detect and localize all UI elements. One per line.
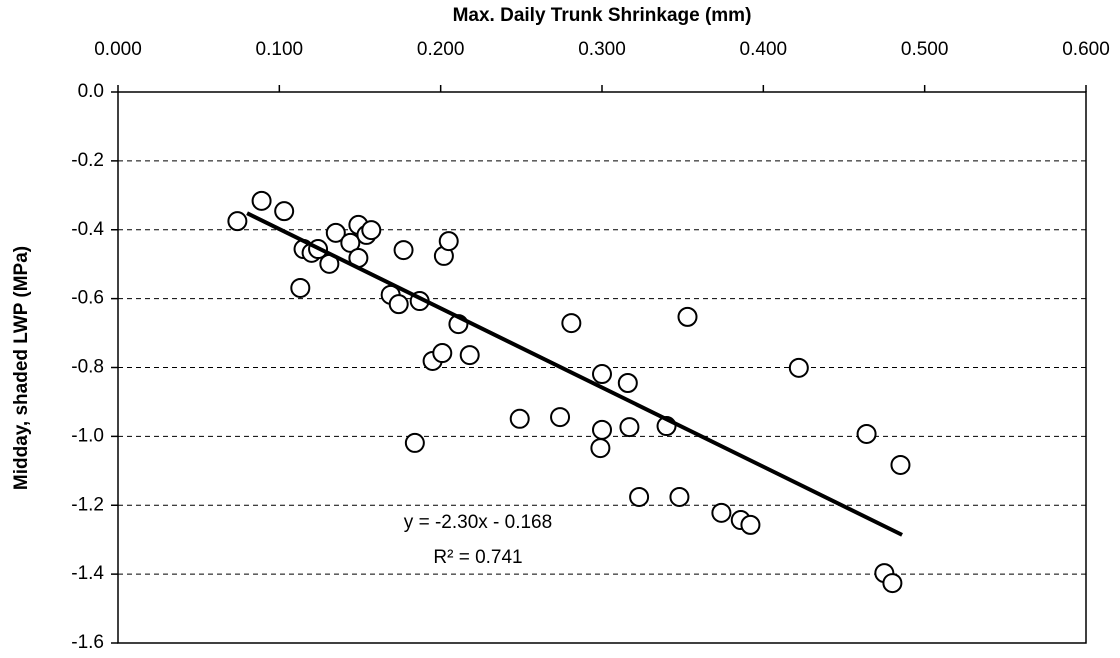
point: [509, 408, 530, 429]
trend-line: [246, 211, 903, 537]
point: [361, 220, 382, 241]
point: [251, 190, 272, 211]
point: [617, 372, 638, 393]
y-axis-title: Midday, shaded LWP (MPa): [11, 246, 32, 490]
point: [590, 438, 611, 459]
x-axis-title: Max. Daily Trunk Shrinkage (mm): [453, 5, 752, 26]
point: [290, 277, 311, 298]
point: [592, 419, 612, 440]
equation: y = -2.30x - 0.168: [404, 512, 552, 533]
y-tick-label: -1.4: [71, 563, 104, 584]
plot-border: [117, 91, 1087, 644]
point: [459, 345, 480, 366]
point: [677, 306, 698, 327]
point: [550, 407, 571, 428]
y-tick-label: -0.8: [71, 357, 104, 378]
point: [432, 343, 453, 364]
point: [388, 294, 409, 315]
point: [393, 240, 414, 261]
y-tick-label: -0.4: [71, 219, 104, 240]
x-tick-label: 0.400: [740, 39, 788, 60]
point: [882, 573, 903, 594]
point: [629, 486, 650, 507]
point: [592, 364, 612, 385]
r-squared: R² = 0.741: [433, 547, 522, 568]
point: [711, 502, 732, 523]
x-tick-label: 0.300: [578, 39, 626, 60]
point: [404, 432, 425, 453]
point: [890, 454, 911, 475]
x-tick-label: 0.000: [94, 39, 142, 60]
y-tick-label: -1.2: [71, 494, 104, 515]
x-tick-label: 0.200: [417, 39, 465, 60]
point: [740, 514, 761, 535]
point: [788, 357, 809, 378]
y-tick-label: -0.2: [71, 150, 104, 171]
point: [274, 201, 295, 222]
point: [438, 231, 459, 252]
point: [340, 232, 361, 253]
point: [561, 313, 582, 334]
y-tick-label: -1.0: [71, 425, 104, 446]
point: [669, 486, 690, 507]
x-tick-label: 0.600: [1062, 39, 1110, 60]
point: [619, 417, 640, 438]
y-tick-label: -0.6: [71, 288, 104, 309]
x-tick-label: 0.100: [256, 39, 304, 60]
y-tick-label: -1.6: [71, 632, 104, 653]
y-tick-label: 0.0: [78, 81, 104, 102]
point: [227, 211, 248, 232]
point: [856, 423, 877, 444]
x-tick-label: 0.500: [901, 39, 949, 60]
point: [325, 222, 346, 243]
